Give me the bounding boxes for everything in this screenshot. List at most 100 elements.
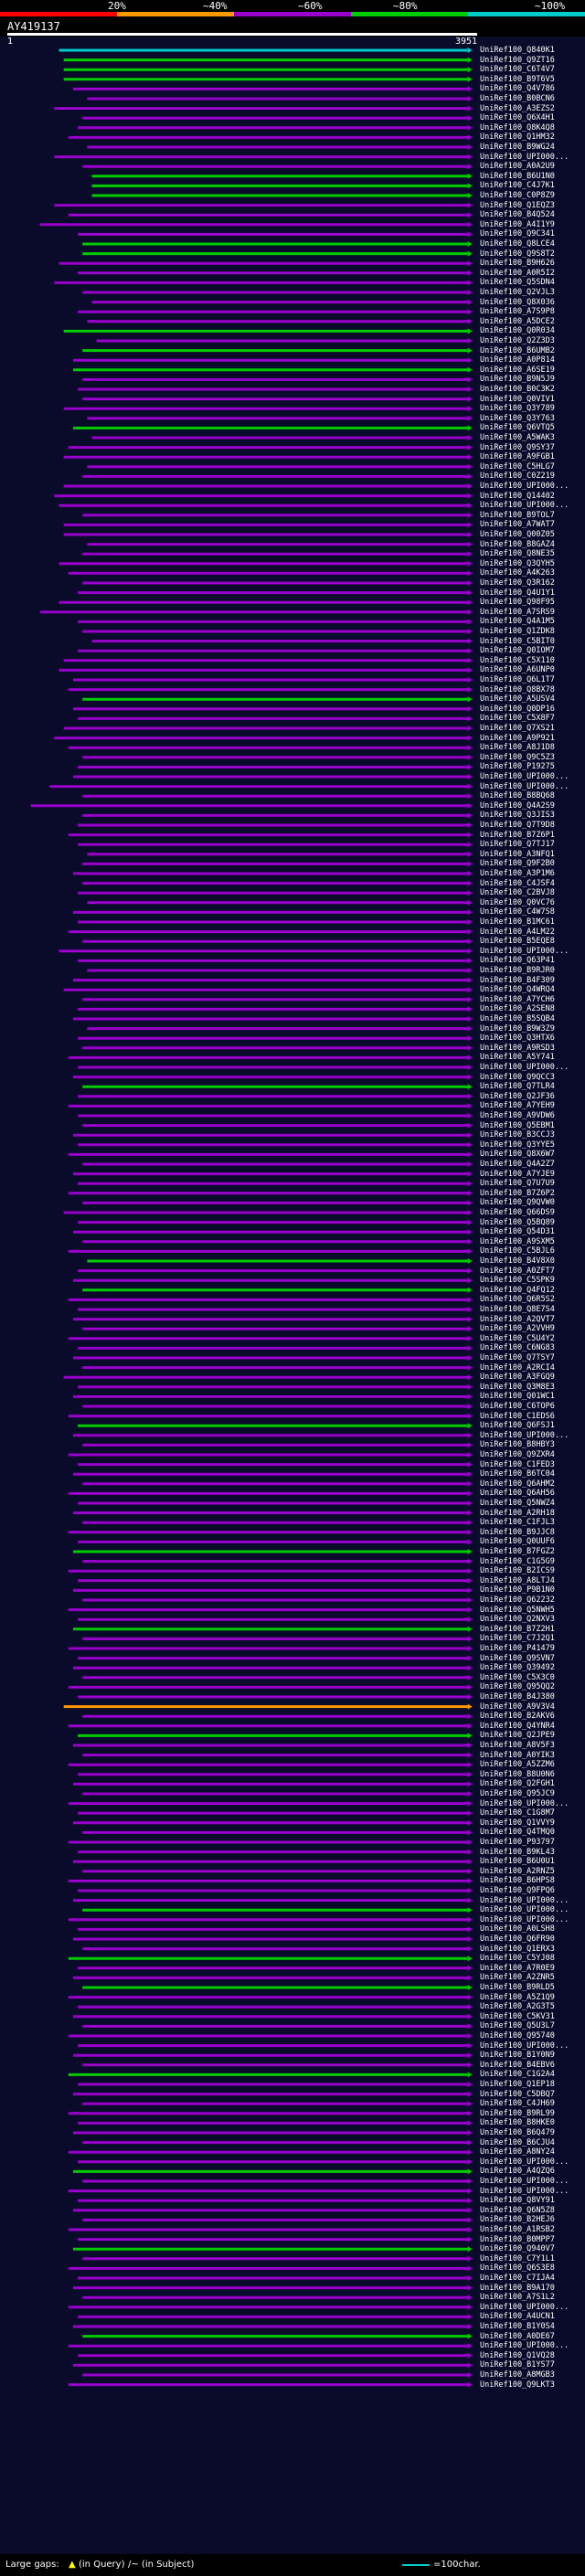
hit-label[interactable]: UniRef100_UPI000... bbox=[480, 2177, 569, 2186]
hit-label[interactable]: UniRef100_Q8X036 bbox=[480, 297, 555, 307]
hit-label[interactable]: UniRef100_B1Y0S4 bbox=[480, 2322, 555, 2331]
hit-label[interactable]: UniRef100_Q6VTQ5 bbox=[480, 423, 555, 433]
hit-label[interactable]: UniRef100_Q9ZXR4 bbox=[480, 1450, 555, 1459]
hit-label[interactable]: UniRef100_Q7XS21 bbox=[480, 724, 555, 733]
hit-label[interactable]: UniRef100_B9KL43 bbox=[480, 1847, 555, 1857]
hit-label[interactable]: UniRef100_A2RNZ5 bbox=[480, 1866, 555, 1876]
hit-label[interactable]: UniRef100_B0MPP7 bbox=[480, 2234, 555, 2244]
hit-label[interactable]: UniRef100_UPI000... bbox=[480, 482, 569, 491]
hit-label[interactable]: UniRef100_B2ICS9 bbox=[480, 1566, 555, 1576]
hit-label[interactable]: UniRef100_Q2JPE9 bbox=[480, 1731, 555, 1741]
hit-label[interactable]: UniRef100_Q6S3E8 bbox=[480, 2263, 555, 2274]
hit-label[interactable]: UniRef100_Q63P41 bbox=[480, 956, 555, 966]
hit-label[interactable]: UniRef100_Q1EQZ3 bbox=[480, 200, 555, 210]
hit-label[interactable]: UniRef100_A5Y741 bbox=[480, 1053, 555, 1063]
hit-label[interactable]: UniRef100_C2BVJ8 bbox=[480, 888, 555, 898]
hit-label[interactable]: UniRef100_B9WG24 bbox=[480, 143, 555, 152]
hit-label[interactable]: UniRef100_A0DE67 bbox=[480, 2331, 555, 2341]
hit-label[interactable]: UniRef100_Q0IOM7 bbox=[480, 646, 555, 656]
hit-label[interactable]: UniRef100_Q6L1T7 bbox=[480, 675, 555, 684]
hit-label[interactable]: UniRef100_A3NFQ1 bbox=[480, 849, 555, 859]
hit-label[interactable]: UniRef100_B0C3K2 bbox=[480, 385, 555, 394]
hit-label[interactable]: UniRef100_Q95740 bbox=[480, 2031, 555, 2041]
hit-label[interactable]: UniRef100_A1RSB2 bbox=[480, 2225, 555, 2234]
hit-label[interactable]: UniRef100_Q4A2S9 bbox=[480, 800, 555, 811]
hit-label[interactable]: UniRef100_A6SE19 bbox=[480, 365, 555, 375]
hit-label[interactable]: UniRef100_Q9S8T2 bbox=[480, 249, 555, 259]
hit-label[interactable]: UniRef100_A9SXM5 bbox=[480, 1236, 555, 1246]
hit-label[interactable]: UniRef100_B8U0N6 bbox=[480, 1769, 555, 1779]
hit-label[interactable]: UniRef100_Q1VVY9 bbox=[480, 1818, 555, 1828]
hit-label[interactable]: UniRef100_A7SRS9 bbox=[480, 607, 555, 617]
hit-label[interactable]: UniRef100_Q4A1M5 bbox=[480, 617, 555, 627]
hit-label[interactable]: UniRef100_C6T4V7 bbox=[480, 65, 555, 75]
hit-label[interactable]: UniRef100_Q4TMQ0 bbox=[480, 1828, 555, 1838]
hit-label[interactable]: UniRef100_B2HEJ6 bbox=[480, 2215, 555, 2225]
hit-label[interactable]: UniRef100_C7IJA4 bbox=[480, 2274, 555, 2283]
hit-label[interactable]: UniRef100_B9TOL7 bbox=[480, 510, 555, 520]
hit-label[interactable]: UniRef100_Q66DS9 bbox=[480, 1208, 555, 1217]
hit-label[interactable]: UniRef100_Q0VC76 bbox=[480, 897, 555, 907]
hit-label[interactable]: UniRef100_C7J2Q1 bbox=[480, 1634, 555, 1644]
hit-label[interactable]: UniRef100_Q9QVW0 bbox=[480, 1198, 555, 1208]
hit-label[interactable]: UniRef100_Q0VIV1 bbox=[480, 394, 555, 404]
hit-label[interactable]: UniRef100_B6Q479 bbox=[480, 2128, 555, 2137]
hit-label[interactable]: UniRef100_B9A170 bbox=[480, 2283, 555, 2293]
hit-label[interactable]: UniRef100_A5DCE2 bbox=[480, 316, 555, 326]
hit-label[interactable]: UniRef100_A8LTJ4 bbox=[480, 1575, 555, 1585]
hit-label[interactable]: UniRef100_B9RL99 bbox=[480, 2108, 555, 2118]
hit-label[interactable]: UniRef100_UPI000... bbox=[480, 1430, 569, 1440]
hit-label[interactable]: UniRef100_Q6FSJ1 bbox=[480, 1421, 555, 1431]
hit-label[interactable]: UniRef100_UPI000... bbox=[480, 1895, 569, 1905]
hit-label[interactable]: UniRef100_Q3Y789 bbox=[480, 404, 555, 414]
hit-label[interactable]: UniRef100_Q0UUF6 bbox=[480, 1537, 555, 1547]
hit-label[interactable]: UniRef100_UPI000... bbox=[480, 2186, 569, 2196]
hit-label[interactable]: UniRef100_Q8X6W7 bbox=[480, 1150, 555, 1160]
hit-label[interactable]: UniRef100_Q00Z05 bbox=[480, 530, 555, 539]
hit-label[interactable]: UniRef100_Q3JIS3 bbox=[480, 811, 555, 821]
hit-label[interactable]: UniRef100_B5EQE8 bbox=[480, 937, 555, 947]
hit-label[interactable]: UniRef100_Q7T9D8 bbox=[480, 821, 555, 830]
hit-label[interactable]: UniRef100_A3FGQ9 bbox=[480, 1373, 555, 1383]
hit-label[interactable]: UniRef100_B4V8X0 bbox=[480, 1256, 555, 1266]
hit-label[interactable]: UniRef100_A0A2U9 bbox=[480, 162, 555, 172]
hit-label[interactable]: UniRef100_B4J380 bbox=[480, 1692, 555, 1701]
hit-label[interactable]: UniRef100_Q4YNR4 bbox=[480, 1721, 555, 1731]
hit-label[interactable]: UniRef100_A9FGB1 bbox=[480, 452, 555, 462]
hit-label[interactable]: UniRef100_UPI000... bbox=[480, 2302, 569, 2312]
hit-label[interactable]: UniRef100_C4J7K1 bbox=[480, 181, 555, 191]
hit-label[interactable]: UniRef100_C5DBQ7 bbox=[480, 2089, 555, 2099]
hit-label[interactable]: UniRef100_UPI000... bbox=[480, 2157, 569, 2167]
hit-label[interactable]: UniRef100_Q2FGH1 bbox=[480, 1779, 555, 1789]
hit-label[interactable]: UniRef100_Q840K1 bbox=[480, 46, 555, 55]
hit-label[interactable]: UniRef100_Q7TSY7 bbox=[480, 1353, 555, 1362]
hit-label[interactable]: UniRef100_Q8BX78 bbox=[480, 684, 555, 694]
hit-label[interactable]: UniRef100_P19275 bbox=[480, 762, 555, 772]
hit-label[interactable]: UniRef100_A9RSD3 bbox=[480, 1043, 555, 1053]
hit-label[interactable]: UniRef100_UPI000... bbox=[480, 501, 569, 511]
hit-label[interactable]: UniRef100_B8GAZ4 bbox=[480, 539, 555, 549]
hit-label[interactable]: UniRef100_UPI000... bbox=[480, 1798, 569, 1808]
hit-label[interactable]: UniRef100_Q9FPQ6 bbox=[480, 1886, 555, 1895]
hit-label[interactable]: UniRef100_A0R5I2 bbox=[480, 268, 555, 278]
hit-label[interactable]: UniRef100_Q9C5Z3 bbox=[480, 752, 555, 762]
hit-label[interactable]: UniRef100_A7YJE9 bbox=[480, 1169, 555, 1179]
hit-label[interactable]: UniRef100_A5ZZM6 bbox=[480, 1760, 555, 1770]
hit-label[interactable]: UniRef100_B7Z6P2 bbox=[480, 1188, 555, 1198]
hit-label[interactable]: UniRef100_B6UMB2 bbox=[480, 345, 555, 355]
hit-label[interactable]: UniRef100_C5X110 bbox=[480, 655, 555, 665]
hit-label[interactable]: UniRef100_A2ZNR5 bbox=[480, 1973, 555, 1983]
hit-label[interactable]: UniRef100_C6NG83 bbox=[480, 1343, 555, 1353]
hit-label[interactable]: UniRef100_UPI000... bbox=[480, 772, 569, 781]
hit-label[interactable]: UniRef100_A8NY24 bbox=[480, 2147, 555, 2157]
hit-label[interactable]: UniRef100_B7Z2H1 bbox=[480, 1624, 555, 1634]
hit-label[interactable]: UniRef100_B7Z6P1 bbox=[480, 830, 555, 840]
hit-label[interactable]: UniRef100_B1Y0N9 bbox=[480, 2051, 555, 2061]
hit-label[interactable]: UniRef100_Q9C341 bbox=[480, 229, 555, 239]
hit-label[interactable]: UniRef100_P9B1N0 bbox=[480, 1585, 555, 1595]
hit-label[interactable]: UniRef100_A9V3V4 bbox=[480, 1701, 555, 1712]
hit-label[interactable]: UniRef100_Q3YYE5 bbox=[480, 1140, 555, 1150]
hit-label[interactable]: UniRef100_Q6AHM2 bbox=[480, 1479, 555, 1489]
hit-label[interactable]: UniRef100_B6U0U1 bbox=[480, 1857, 555, 1867]
hit-label[interactable]: UniRef100_B4Q524 bbox=[480, 210, 555, 220]
